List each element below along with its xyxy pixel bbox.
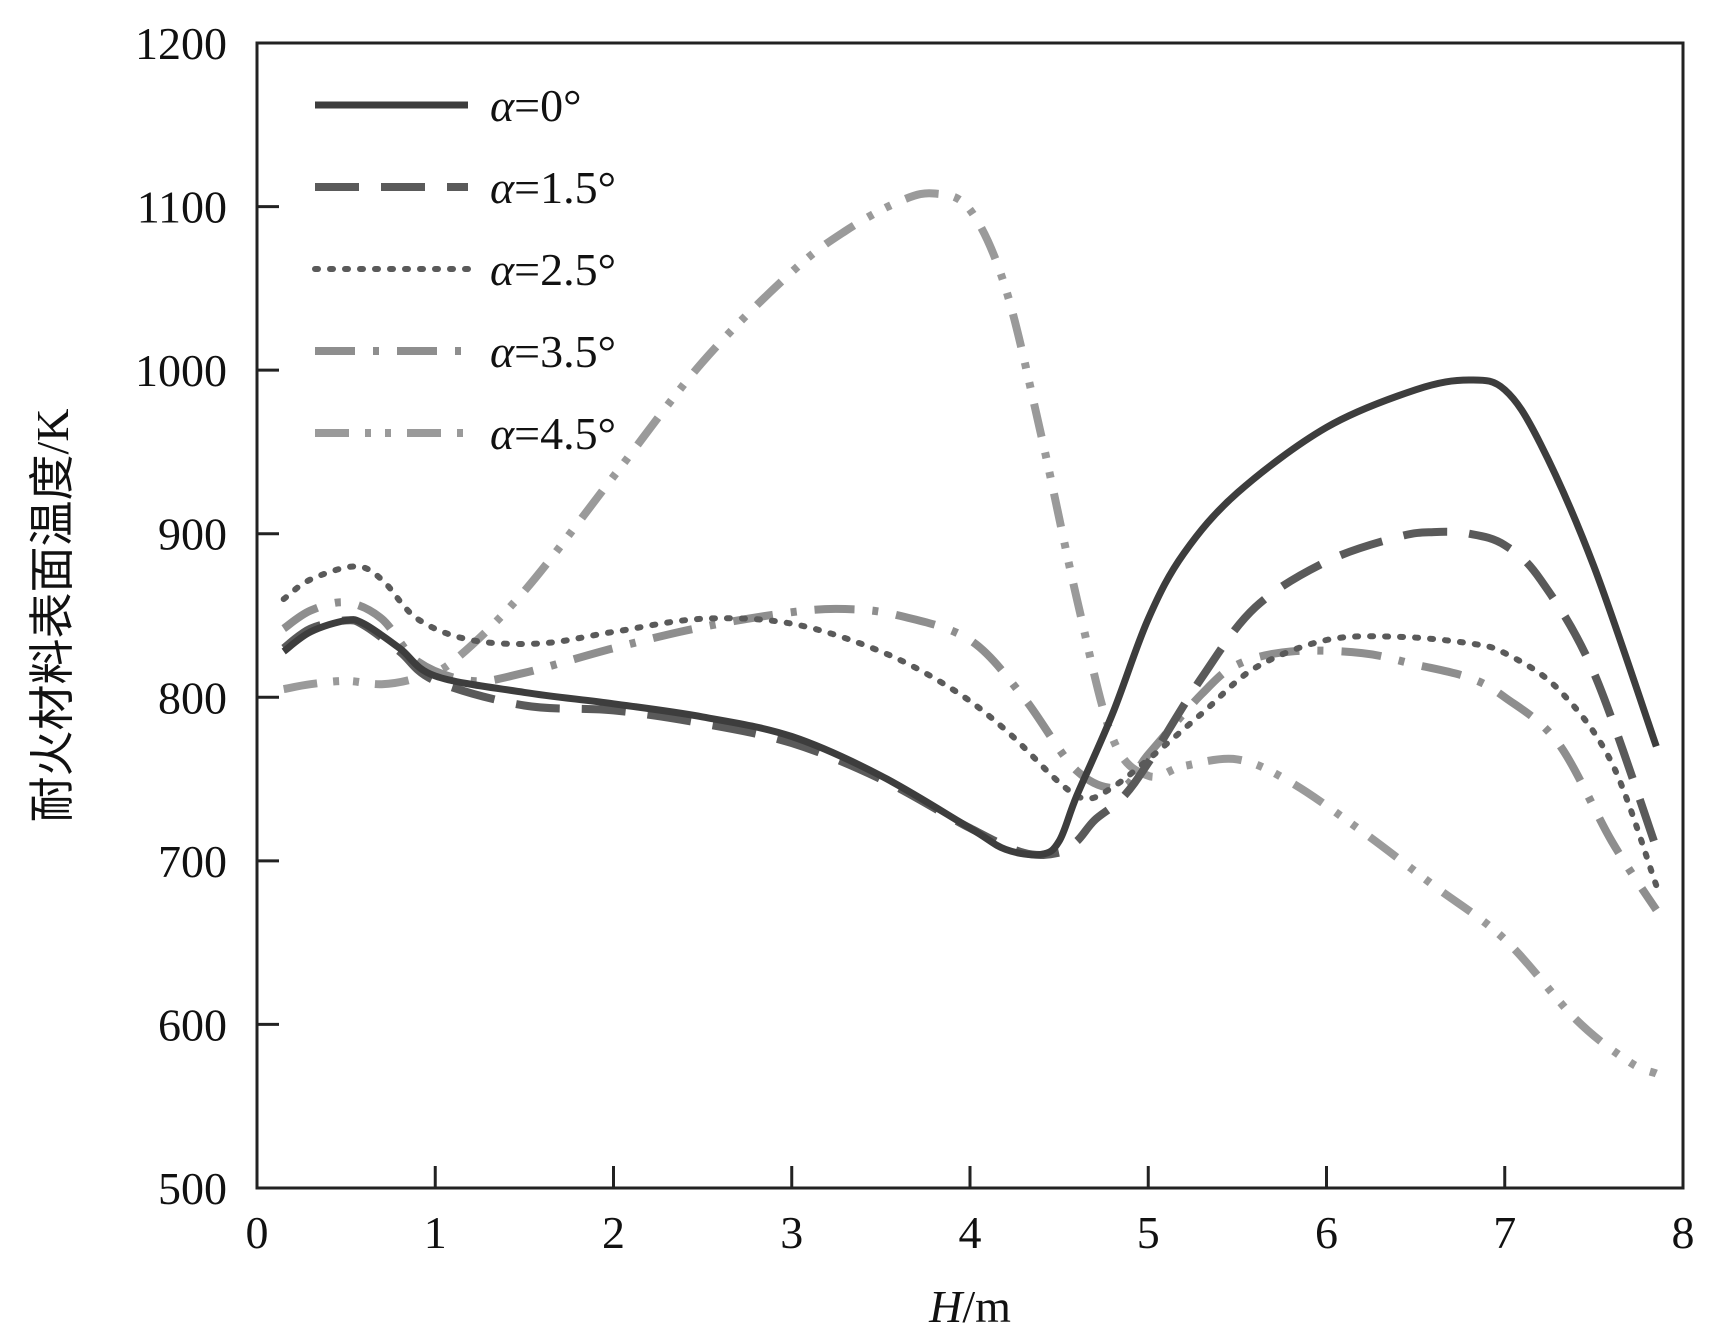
series-line-5 xyxy=(282,189,1658,1078)
x-tick-label: 2 xyxy=(602,1207,625,1258)
series-line-1 xyxy=(281,376,1660,859)
x-tick-label: 1 xyxy=(424,1207,447,1258)
y-tick-label: 600 xyxy=(158,999,227,1050)
x-tick-label: 4 xyxy=(959,1207,982,1258)
legend-label-2: α=1.5° xyxy=(490,162,616,213)
legend: α=0° α=1.5° α=2.5° α=3.5° α=4.5° xyxy=(312,80,616,459)
x-tick-label: 8 xyxy=(1672,1207,1695,1258)
x-tick-label: 3 xyxy=(780,1207,803,1258)
y-axis-title: 耐火材料表面温度/K xyxy=(27,409,78,823)
y-tick-label: 1100 xyxy=(137,182,227,233)
x-axis-title: H/m xyxy=(928,1281,1011,1332)
y-tick-label: 700 xyxy=(158,836,227,887)
legend-label-1: α=0° xyxy=(490,80,582,131)
axis-titles: H/m 耐火材料表面温度/K xyxy=(27,409,1011,1333)
x-tick-label: 6 xyxy=(1315,1207,1338,1258)
series-line-2 xyxy=(281,527,1661,860)
x-tick-label: 5 xyxy=(1137,1207,1160,1258)
y-tick-label: 1000 xyxy=(135,345,227,396)
x-tick-label: 7 xyxy=(1493,1207,1516,1258)
x-tick-label: 0 xyxy=(246,1207,269,1258)
ticks-layer: 0 1 2 3 4 5 6 7 8 500 600 700 800 900 1000 1100 1200 xyxy=(135,18,1695,1258)
series-line-3 xyxy=(280,563,1660,889)
y-tick-label: 500 xyxy=(158,1163,227,1214)
legend-label-3: α=2.5° xyxy=(490,244,616,295)
y-tick-label: 1200 xyxy=(135,18,227,69)
series-layer xyxy=(280,189,1661,1078)
y-tick-label: 800 xyxy=(158,672,227,723)
series-line-4 xyxy=(281,598,1660,913)
y-tick-label: 900 xyxy=(158,509,227,560)
legend-label-4: α=3.5° xyxy=(490,326,616,377)
legend-label-5: α=4.5° xyxy=(490,408,616,459)
